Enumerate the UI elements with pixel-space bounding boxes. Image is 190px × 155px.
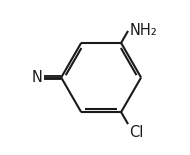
- Text: Cl: Cl: [129, 125, 143, 140]
- Text: NH₂: NH₂: [129, 23, 157, 38]
- Text: N: N: [31, 70, 42, 85]
